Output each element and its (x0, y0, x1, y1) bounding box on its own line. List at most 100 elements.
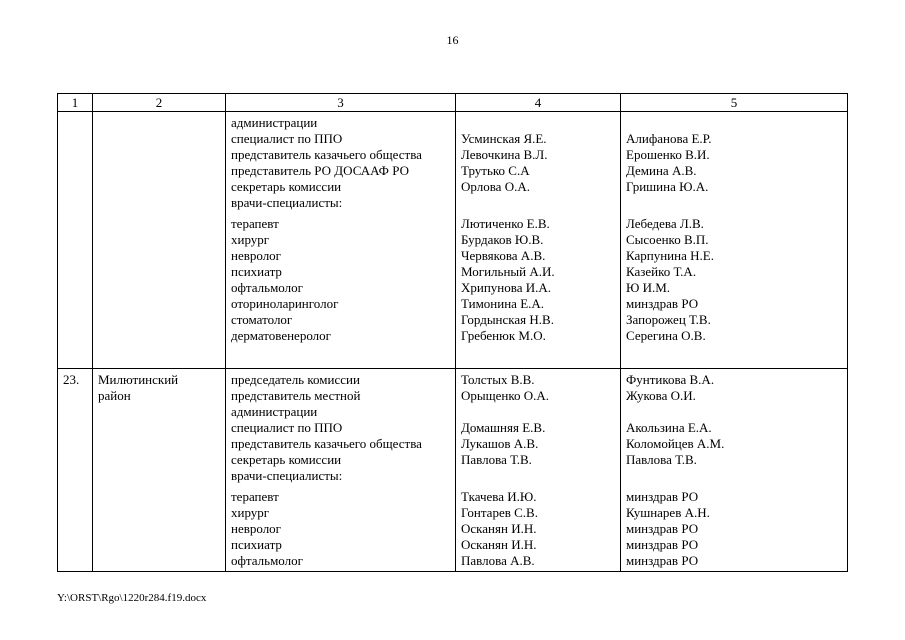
reserve-name-line: минздрав РО (626, 537, 699, 552)
territory-cell (93, 112, 226, 368)
role-line: врачи-специалисты: (231, 468, 343, 483)
reserve-name-line: минздрав РО (626, 489, 699, 504)
reserve-name-line (626, 468, 843, 484)
member-name-line: Орлова О.А. (461, 179, 530, 194)
role-line: стоматолог (231, 312, 293, 327)
member-name-line: Трутько С.А (461, 163, 530, 178)
role-line: невролог (231, 521, 282, 536)
member-name-line: Гребенюк М.О. (461, 328, 546, 343)
members-cell: Усминская Я.Е. Левочкина В.Л. Трутько С.А О… (456, 112, 621, 368)
role-line: невролог (231, 248, 282, 263)
member-name-line: Домашняя Е.В. (461, 420, 546, 435)
reserve-name-line (626, 404, 843, 420)
role-line: психиатр (231, 537, 282, 552)
member-name-line (461, 404, 616, 420)
member-name-line: Павлова А.В. (461, 553, 535, 568)
reserve-cell: Фунтикова В.А. Жукова О.И. Акользина Е.А. К… (621, 369, 847, 571)
reserve-name-line: Гришина Ю.А. (626, 179, 709, 194)
page-number: 16 (446, 33, 459, 47)
member-name-line: Осканян И.Н. (461, 537, 537, 552)
column-header: 4 (456, 94, 621, 111)
role-line: секретарь комиссии (231, 452, 342, 467)
member-name-line: Тимонина Е.А. (461, 296, 545, 311)
reserve-name-line: Казейко Т.А. (626, 264, 697, 279)
roles-cell: председатель комиссии представитель местн… (226, 369, 456, 571)
role-line: специалист по ППО (231, 420, 343, 435)
role-line: терапевт (231, 489, 279, 504)
member-name-line (461, 195, 616, 211)
reserve-name-line: Серегина О.В. (626, 328, 706, 343)
member-name-line: Гордынская Н.В. (461, 312, 554, 327)
member-name-line: Павлова Т.В. (461, 452, 532, 467)
reserve-name-line: Коломойцев А.М. (626, 436, 725, 451)
column-header: 2 (93, 94, 226, 111)
role-line: офтальмолог (231, 553, 303, 568)
reserve-name-line: Акользина Е.А. (626, 420, 712, 435)
reserve-name-line: Кушнарев А.Н. (626, 505, 710, 520)
members-cell: Толстых В.В. Орыщенко О.А. Домашняя Е.В. Лу… (456, 369, 621, 571)
territory-cell: Милютинский район (93, 369, 226, 571)
role-line: администрации (231, 115, 318, 130)
role-line: терапевт (231, 216, 279, 231)
role-line: представитель местной (231, 388, 361, 403)
role-line: специалист по ППО (231, 131, 343, 146)
member-name-line: Гонтарев С.В. (461, 505, 538, 520)
member-name-line (461, 115, 616, 131)
role-line: хирург (231, 505, 270, 520)
role-line: хирург (231, 232, 270, 247)
member-name-line: Орыщенко О.А. (461, 388, 550, 403)
reserve-name-line: Карпунина Н.Е. (626, 248, 714, 263)
column-header: 3 (226, 94, 456, 111)
reserve-name-line: Демина А.В. (626, 163, 697, 178)
role-line: оториноларинголог (231, 296, 339, 311)
role-line: председатель комиссии (231, 372, 360, 387)
reserve-name-line: Жукова О.И. (626, 388, 696, 403)
table-body: администрации специалист по ППО представит… (58, 112, 847, 571)
reserve-name-line: Ю И.М. (626, 280, 671, 295)
member-name-line: Ткачева И.Ю. (461, 489, 537, 504)
reserve-cell: Алифанова Е.Р. Ерошенко В.И. Демина А.В. Гр… (621, 112, 847, 368)
role-line: представитель РО ДОСААФ РО (231, 163, 409, 178)
member-name-line: Толстых В.В. (461, 372, 535, 387)
member-name-line: Лукашов А.В. (461, 436, 539, 451)
file-path-footer: Y:\ORST\Rgo\1220r284.f19.docx (57, 592, 207, 604)
reserve-name-line: Алифанова Е.Р. (626, 131, 712, 146)
reserve-name-line: Лебедева Л.В. (626, 216, 704, 231)
member-name-line: Хрипунова И.А. (461, 280, 552, 295)
role-line: офтальмолог (231, 280, 303, 295)
member-name-line: Осканян И.Н. (461, 521, 537, 536)
row-number-cell (58, 112, 93, 368)
role-line: секретарь комиссии (231, 179, 342, 194)
role-line: администрации (231, 404, 318, 419)
column-header: 1 (58, 94, 93, 111)
reserve-name-line (626, 195, 843, 211)
reserve-name-line (626, 115, 843, 131)
member-name-line: Усминская Я.Е. (461, 131, 547, 146)
reserve-name-line: минздрав РО (626, 521, 699, 536)
member-name-line (461, 468, 616, 484)
row-number-cell: 23. (58, 369, 93, 571)
role-line: психиатр (231, 264, 282, 279)
reserve-name-line: Запорожец Т.В. (626, 312, 711, 327)
member-name-line: Червякова А.В. (461, 248, 546, 263)
role-line: представитель казачьего общества (231, 147, 422, 162)
territory-name: Милютинский район (98, 372, 179, 403)
reserve-name-line: Сысоенко В.П. (626, 232, 709, 247)
reserve-name-line: Ерошенко В.И. (626, 147, 710, 162)
reserve-name-line: минздрав РО (626, 296, 699, 311)
reserve-name-line: Павлова Т.В. (626, 452, 697, 467)
reserve-name-line: минздрав РО (626, 553, 699, 568)
member-name-line: Левочкина В.Л. (461, 147, 548, 162)
member-name-line: Могильный А.И. (461, 264, 555, 279)
roles-cell: администрации специалист по ППО представит… (226, 112, 456, 368)
member-name-line: Лютиченко Е.В. (461, 216, 550, 231)
role-line: врачи-специалисты: (231, 195, 343, 210)
role-line: представитель казачьего общества (231, 436, 422, 451)
table-row: администрации специалист по ППО представит… (58, 112, 847, 369)
role-line: дерматовенеролог (231, 328, 331, 343)
column-header: 5 (730, 95, 738, 110)
member-name-line: Бурдаков Ю.В. (461, 232, 544, 247)
